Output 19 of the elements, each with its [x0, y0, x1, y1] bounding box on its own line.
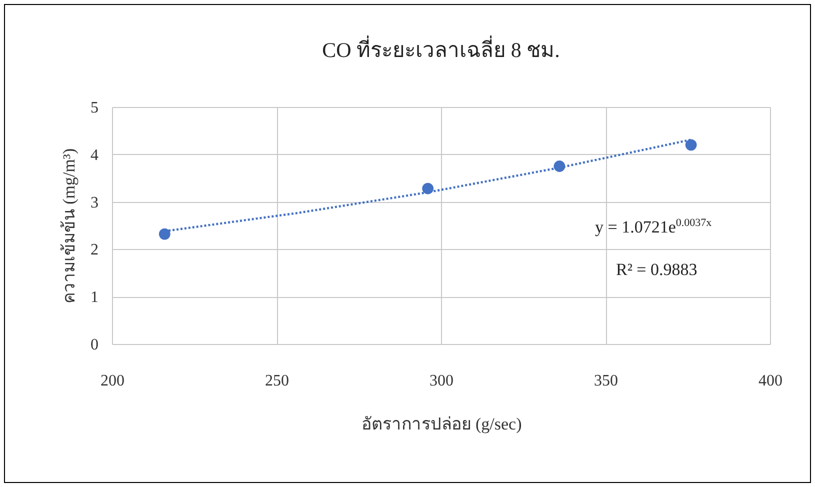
y-tick-label: 1 [90, 289, 98, 306]
x-tick-label: 350 [594, 372, 618, 390]
y-tick-label: 4 [90, 146, 98, 164]
chart-title: CO ที่ระยะเวลาเฉลี่ย 8 ชม. [322, 35, 560, 62]
y-axis-title: ความเข้มข้น (mg/m³) [60, 148, 78, 304]
x-axis-title: อัตราการปล่อย (g/sec) [361, 414, 522, 434]
annotation: y = 1.0721e$^{0.0037x}$ [595, 217, 712, 238]
y-tick-label: 2 [90, 242, 98, 259]
y-tick-label: 0 [90, 336, 98, 354]
y-tick-label: 3 [90, 194, 98, 212]
x-tick-label: 250 [265, 372, 289, 390]
x-tick-label: 400 [758, 372, 782, 390]
x-tick-label: 300 [430, 372, 454, 390]
annotation: R² = 0.9883 [616, 260, 698, 280]
x-tick-label: 200 [100, 372, 124, 390]
point [685, 139, 697, 151]
y-tick-label: 5 [90, 100, 98, 116]
point [158, 228, 170, 240]
point [422, 182, 434, 194]
